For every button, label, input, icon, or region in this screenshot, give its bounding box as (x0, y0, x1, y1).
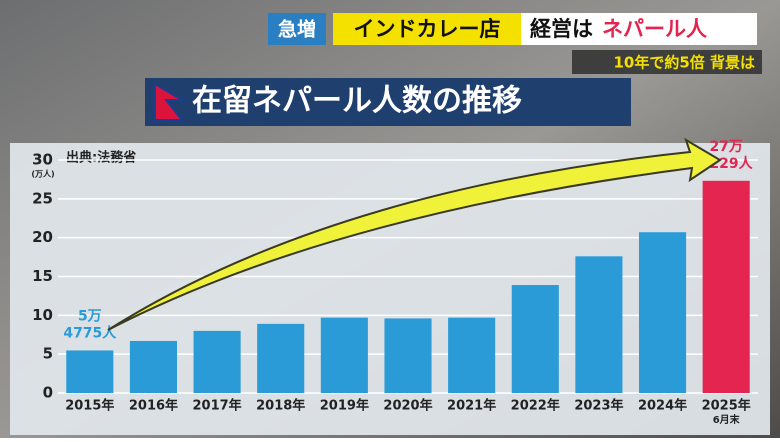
bar (257, 323, 305, 393)
y-tick-label: 30 (32, 151, 53, 169)
value-label: 27万 (709, 139, 742, 155)
x-tick-label: 2016年 (129, 398, 178, 414)
trend-arrow (107, 137, 722, 331)
x-tick-label: 2015年 (65, 398, 114, 414)
tag-box (268, 13, 326, 45)
bar (702, 180, 750, 393)
y-tick-label: 10 (32, 306, 53, 324)
x-tick-label: 2018年 (256, 398, 305, 414)
highlight-box (333, 13, 521, 45)
nepal-flag (154, 82, 186, 121)
bar (320, 317, 368, 393)
headline-text: 経営は (530, 17, 593, 41)
y-tick-label: 20 (32, 228, 53, 246)
y-tick-label: 5 (43, 345, 53, 363)
y-axis-label: (万人) (31, 169, 54, 179)
bar (511, 285, 559, 393)
highlight: インドカレー店 (354, 17, 501, 41)
x-tick-note: 6月末 (713, 413, 741, 426)
source: 出典:法務省 (66, 150, 136, 166)
value-label: 5万 (78, 308, 102, 324)
x-tick-label: 2024年 (638, 398, 687, 414)
subtitle-box (572, 50, 762, 74)
bar (639, 232, 687, 393)
value-label: 4775人 (63, 324, 117, 341)
bar (66, 350, 114, 393)
bar (384, 318, 432, 393)
x-tick-label: 2017年 (192, 398, 241, 414)
headline-emphasis: ネパール人 (602, 17, 707, 41)
x-tick-label: 2021年 (447, 398, 496, 414)
bar (448, 317, 496, 393)
tag: 急増 (278, 18, 316, 41)
chart-title: 在留ネパール人数の推移 (192, 84, 522, 119)
title-box (145, 78, 631, 126)
y-tick-label: 15 (32, 267, 53, 285)
bar (193, 330, 241, 393)
x-tick-label: 2023年 (574, 398, 623, 414)
y-tick-label: 0 (43, 384, 53, 402)
bar (575, 256, 623, 393)
y-tick-label: 25 (32, 189, 53, 207)
bar (129, 340, 177, 393)
x-tick-label: 2022年 (511, 398, 560, 414)
headline-box (521, 13, 757, 45)
subtitle: 10年で約5倍 背景は (613, 54, 755, 72)
x-tick-label: 2025年 (702, 398, 751, 414)
x-tick-label: 2019年 (320, 398, 369, 414)
x-tick-label: 2020年 (383, 398, 432, 414)
